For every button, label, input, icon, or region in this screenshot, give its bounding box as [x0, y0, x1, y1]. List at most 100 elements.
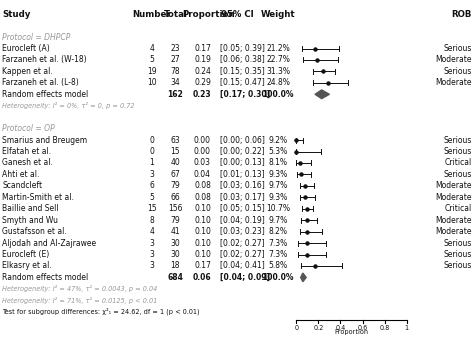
- Text: 4: 4: [149, 227, 154, 236]
- Text: 0: 0: [294, 324, 298, 331]
- Text: Elfatah et al.: Elfatah et al.: [2, 147, 52, 156]
- Text: 0.10: 0.10: [194, 227, 211, 236]
- Text: 31.3%: 31.3%: [266, 67, 290, 76]
- Text: 41: 41: [171, 227, 180, 236]
- Text: 0.10: 0.10: [194, 239, 211, 247]
- Text: 66: 66: [171, 193, 180, 202]
- Text: 8: 8: [149, 216, 154, 225]
- Text: Number: Number: [132, 10, 171, 19]
- Text: [0.05; 0.15]: [0.05; 0.15]: [220, 204, 265, 213]
- Text: 40: 40: [171, 159, 180, 167]
- Text: 0.2: 0.2: [313, 324, 323, 331]
- Text: Weight: Weight: [261, 10, 296, 19]
- Text: 67: 67: [171, 170, 180, 179]
- Text: 10: 10: [147, 78, 156, 87]
- Text: 8.1%: 8.1%: [269, 159, 288, 167]
- Text: Elkasry et al.: Elkasry et al.: [2, 262, 52, 270]
- Text: 684: 684: [167, 273, 183, 282]
- Text: 21.2%: 21.2%: [266, 44, 290, 53]
- Text: Smarius and Breugem: Smarius and Breugem: [2, 136, 88, 145]
- Text: Martin-Smith et al.: Martin-Smith et al.: [2, 193, 74, 202]
- Text: [0.04; 0.19]: [0.04; 0.19]: [220, 216, 265, 225]
- Text: 5.8%: 5.8%: [269, 262, 288, 270]
- Text: 15: 15: [171, 147, 180, 156]
- Text: 5: 5: [149, 193, 154, 202]
- Text: Serious: Serious: [443, 136, 472, 145]
- Text: 0.10: 0.10: [194, 250, 211, 259]
- Text: 0.8: 0.8: [380, 324, 390, 331]
- Text: 19: 19: [147, 67, 156, 76]
- Text: 24.8%: 24.8%: [266, 78, 290, 87]
- Text: 0: 0: [149, 147, 154, 156]
- Text: [0.17; 0.30]: [0.17; 0.30]: [220, 90, 271, 99]
- Text: 7.3%: 7.3%: [269, 239, 288, 247]
- Text: 9.7%: 9.7%: [269, 182, 288, 190]
- Text: 0.06: 0.06: [192, 273, 211, 282]
- Text: 0.08: 0.08: [194, 182, 211, 190]
- Text: 3: 3: [149, 170, 154, 179]
- Text: Ahti et al.: Ahti et al.: [2, 170, 40, 179]
- Text: 4: 4: [149, 44, 154, 53]
- Text: 0.24: 0.24: [194, 67, 211, 76]
- Text: 162: 162: [167, 90, 183, 99]
- Text: Scandcleft: Scandcleft: [2, 182, 43, 190]
- Text: 5: 5: [149, 55, 154, 65]
- Text: Proportion: Proportion: [182, 10, 235, 19]
- Text: Serious: Serious: [443, 239, 472, 247]
- Text: 8.2%: 8.2%: [269, 227, 288, 236]
- Text: [0.04; 0.09]: [0.04; 0.09]: [220, 273, 270, 282]
- Text: Ganesh et al.: Ganesh et al.: [2, 159, 53, 167]
- Text: Moderate: Moderate: [435, 216, 472, 225]
- Text: 78: 78: [171, 67, 180, 76]
- Text: Study: Study: [2, 10, 31, 19]
- Polygon shape: [301, 273, 306, 282]
- Text: 0.10: 0.10: [194, 204, 211, 213]
- Text: 156: 156: [168, 204, 182, 213]
- Text: Protocol = DHPCP: Protocol = DHPCP: [2, 32, 71, 42]
- Text: Gustafsson et al.: Gustafsson et al.: [2, 227, 67, 236]
- Text: 79: 79: [171, 216, 180, 225]
- Text: Moderate: Moderate: [435, 227, 472, 236]
- Text: 0.19: 0.19: [194, 55, 211, 65]
- Text: Farzaneh et al. (L-8): Farzaneh et al. (L-8): [2, 78, 79, 87]
- Text: Aljodah and Al-Zajrawee: Aljodah and Al-Zajrawee: [2, 239, 97, 247]
- Text: Serious: Serious: [443, 44, 472, 53]
- Text: Moderate: Moderate: [435, 193, 472, 202]
- Text: Critical: Critical: [445, 159, 472, 167]
- Text: [0.00; 0.06]: [0.00; 0.06]: [220, 136, 265, 145]
- Text: Eurocleft (E): Eurocleft (E): [2, 250, 50, 259]
- Text: 22.7%: 22.7%: [266, 55, 290, 65]
- Text: 1: 1: [149, 159, 154, 167]
- Text: 0.23: 0.23: [192, 90, 211, 99]
- Text: [0.06; 0.38]: [0.06; 0.38]: [220, 55, 265, 65]
- Text: Heterogeneity: I² = 0%, τ² = 0, p = 0.72: Heterogeneity: I² = 0%, τ² = 0, p = 0.72: [2, 102, 135, 109]
- Text: 27: 27: [171, 55, 180, 65]
- Text: 0.4: 0.4: [335, 324, 346, 331]
- Text: 15: 15: [147, 204, 156, 213]
- Text: Heterogeneity: I² = 47%, τ² = 0.0043, p = 0.04: Heterogeneity: I² = 47%, τ² = 0.0043, p …: [2, 285, 158, 292]
- Text: 3: 3: [149, 239, 154, 247]
- Text: [0.01; 0.13]: [0.01; 0.13]: [220, 170, 265, 179]
- Text: [0.02; 0.27]: [0.02; 0.27]: [220, 250, 265, 259]
- Text: Moderate: Moderate: [435, 182, 472, 190]
- Text: 0.6: 0.6: [357, 324, 368, 331]
- Text: 100.0%: 100.0%: [263, 273, 294, 282]
- Text: 7.3%: 7.3%: [269, 250, 288, 259]
- Text: 3: 3: [149, 262, 154, 270]
- Text: 9.2%: 9.2%: [269, 136, 288, 145]
- Text: 0: 0: [149, 136, 154, 145]
- Text: 3: 3: [149, 250, 154, 259]
- Text: Random effects model: Random effects model: [2, 90, 89, 99]
- Text: Eurocleft (A): Eurocleft (A): [2, 44, 50, 53]
- Text: Moderate: Moderate: [435, 55, 472, 65]
- Text: [0.00; 0.13]: [0.00; 0.13]: [220, 159, 265, 167]
- Text: Farzaneh et al. (W-18): Farzaneh et al. (W-18): [2, 55, 87, 65]
- Text: 0.08: 0.08: [194, 193, 211, 202]
- Text: 34: 34: [171, 78, 180, 87]
- Text: 10.7%: 10.7%: [266, 204, 290, 213]
- Text: [0.03; 0.17]: [0.03; 0.17]: [220, 193, 265, 202]
- Text: Random effects model: Random effects model: [2, 273, 89, 282]
- Text: Protocol = OP: Protocol = OP: [2, 124, 55, 133]
- Text: [0.15; 0.47]: [0.15; 0.47]: [220, 78, 265, 87]
- Text: 9.7%: 9.7%: [269, 216, 288, 225]
